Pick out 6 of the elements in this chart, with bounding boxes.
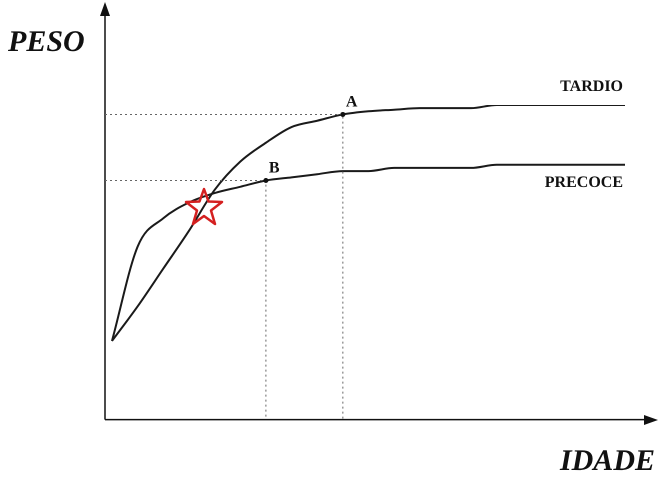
ref-line-label: B: [268, 160, 280, 177]
x-axis-title: IDADE: [558, 444, 655, 477]
ref-line-label: A: [346, 94, 358, 111]
series-label: TARDIO: [560, 78, 623, 96]
y-axis-title: PESO: [7, 24, 85, 58]
series-label: PRECOCE: [544, 174, 623, 191]
